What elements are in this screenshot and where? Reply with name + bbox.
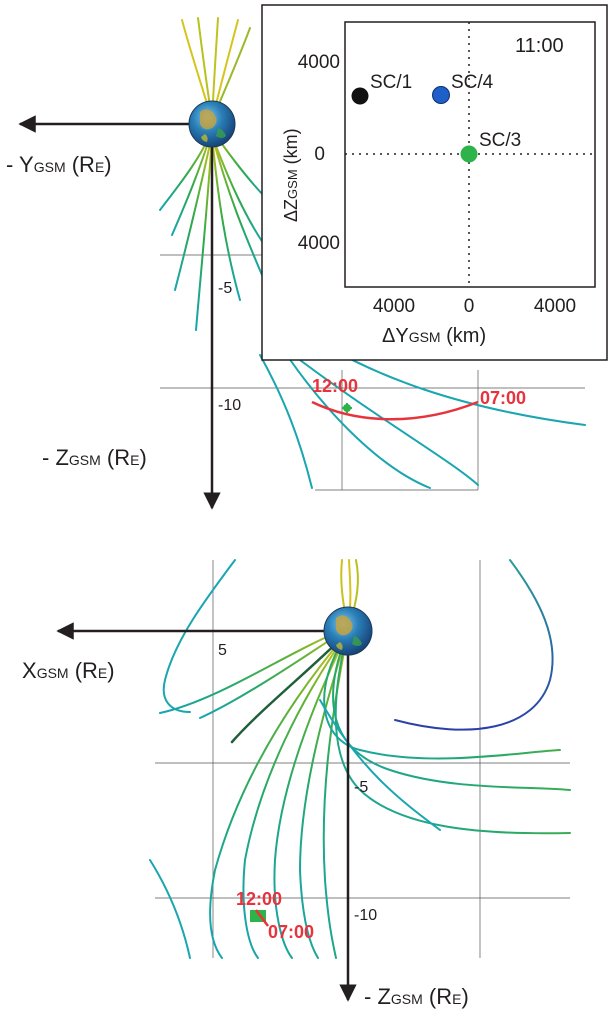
top-panel: 12:00 07:00 -5 -10 - YGSM (RE) - ZGSM (R… [6, 17, 586, 510]
inset-y-tick-zero: 0 [314, 144, 325, 165]
bottom-time-end: 07:00 [268, 922, 314, 942]
top-earth-icon [188, 100, 236, 148]
top-tick-minus10: -10 [218, 397, 241, 414]
sc4-marker [432, 86, 450, 104]
top-z-axis-label: - ZGSM (RE) [42, 445, 147, 470]
bottom-tick-minus5: -5 [354, 779, 368, 796]
top-tick-minus5: -5 [218, 280, 232, 297]
bottom-z-axis-label: - ZGSM (RE) [364, 984, 469, 1009]
bottom-time-start: 12:00 [236, 889, 282, 909]
top-trajectory [311, 400, 479, 421]
inset-x-label: ΔYGSM (km) [382, 325, 486, 347]
bottom-x-axis-label: XGSM (RE) [22, 658, 115, 683]
inset-x-tick-left: 4000 [373, 296, 415, 317]
bottom-field-lines [149, 559, 571, 959]
sc1-marker [351, 87, 369, 105]
sc3-label: SC/3 [479, 130, 521, 151]
top-green-marker [342, 403, 352, 413]
bottom-grid [155, 560, 570, 958]
bottom-panel: 12:00 07:00 5 -5 -10 XGSM (RE) - ZGSM (R… [22, 559, 571, 1009]
bottom-earth-icon [323, 606, 373, 656]
inset-x-tick-zero: 0 [464, 296, 475, 317]
bottom-tick-minus10: -10 [354, 907, 377, 924]
top-y-axis-label: - YGSM (RE) [6, 152, 112, 177]
bottom-tick-5: 5 [218, 642, 227, 659]
bottom-trajectory [255, 909, 269, 927]
inset-y-tick-upper: 4000 [298, 52, 340, 73]
inset-y-tick-lower: 4000 [298, 233, 340, 254]
top-time-end: 07:00 [480, 388, 526, 408]
inset-time: 11:00 [515, 35, 564, 57]
sc4-label: SC/4 [451, 72, 494, 93]
top-time-start: 12:00 [312, 376, 358, 396]
sc1-label: SC/1 [370, 72, 412, 93]
inset-y-label: ΔZGSM (km) [281, 128, 301, 222]
inset-panel: 11:00 4000 0 4000 4000 0 4000 ΔYGSM (km)… [261, 4, 608, 361]
sc3-marker [460, 145, 478, 163]
inset-x-tick-right: 4000 [534, 296, 576, 317]
